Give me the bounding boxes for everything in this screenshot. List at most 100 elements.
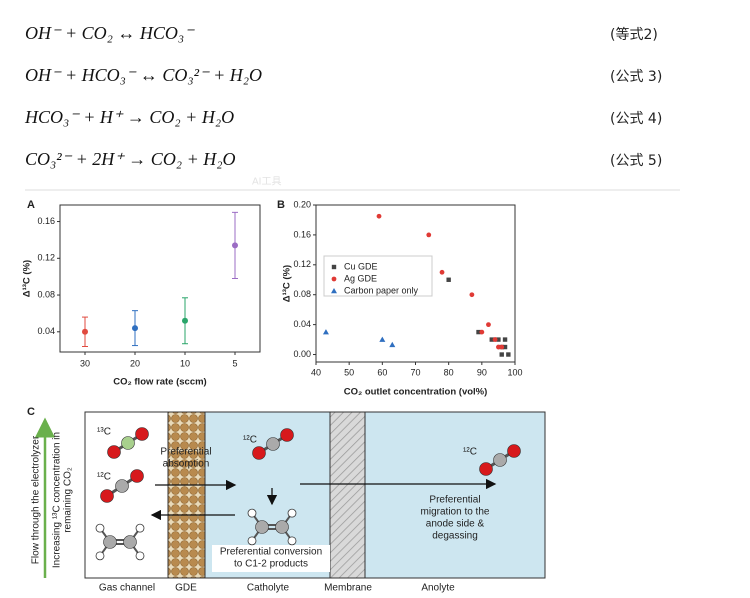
marker xyxy=(476,329,481,335)
carbon xyxy=(115,479,129,493)
equations: OH⁻ + CO₂ ↔ HCO₃⁻ (等式2) OH⁻ + HCO₃⁻ ↔ CO₃²… xyxy=(24,23,662,169)
equation: HCO₃⁻ + H⁺ → CO₂ + H₂O xyxy=(24,107,234,127)
process-label: Preferential xyxy=(429,495,480,506)
y-tick-label: 0.08 xyxy=(37,289,55,299)
region-label: Catholyte xyxy=(247,583,290,594)
equation-number: (公式 4) xyxy=(610,111,662,127)
hydrogen xyxy=(135,523,145,533)
legend-label: Ag GDE xyxy=(344,273,377,283)
marker xyxy=(496,344,501,350)
point xyxy=(132,325,138,332)
equation-number: (公式 5) xyxy=(610,153,662,169)
x-tick-label: 30 xyxy=(80,358,90,368)
region-label: Gas channel xyxy=(99,583,155,594)
isotope-label: ¹²C xyxy=(243,435,257,446)
membrane xyxy=(329,411,366,579)
y-tick-label: 0.16 xyxy=(37,216,55,226)
panel-label: A xyxy=(27,199,35,211)
c2-molecule xyxy=(247,508,297,546)
legend: Cu GDE Ag GDE Carbon paper only xyxy=(323,255,433,297)
region-label: GDE xyxy=(175,583,197,594)
oxygen xyxy=(280,428,294,442)
x-tick-label: 70 xyxy=(410,367,420,377)
point xyxy=(182,317,188,324)
gde xyxy=(167,411,206,579)
marker xyxy=(439,269,445,275)
x-tick-label: 90 xyxy=(477,367,487,377)
carbon xyxy=(255,520,269,534)
hydrogen xyxy=(247,536,257,546)
marker xyxy=(499,352,504,357)
marker xyxy=(426,232,432,238)
carbon xyxy=(103,535,117,549)
process-label: migration to the xyxy=(421,507,490,518)
x-axis-label: CO₂ flow rate (sccm) xyxy=(113,377,206,388)
oxygen xyxy=(252,446,266,460)
co2-molecule xyxy=(100,469,144,503)
hydrogen xyxy=(95,551,105,561)
marker xyxy=(502,337,508,342)
oxygen xyxy=(479,462,493,476)
diagram: C Flow through the electrolyzer Increasing… xyxy=(27,406,546,594)
point xyxy=(232,242,238,249)
legend-label: Cu GDE xyxy=(344,261,378,271)
x-tick-label: 60 xyxy=(377,367,387,377)
x-tick-label: 100 xyxy=(507,367,522,377)
y-tick-label: 0.12 xyxy=(293,259,311,269)
x-tick-label: 40 xyxy=(311,367,321,377)
y-tick-label: 0.12 xyxy=(37,253,55,263)
marker xyxy=(492,337,498,342)
equation-number: (公式 3) xyxy=(610,69,662,85)
hydrogen xyxy=(247,508,257,518)
y-axis-label: Δ¹³C (%) xyxy=(282,265,293,302)
oxygen xyxy=(130,469,144,483)
oxygen xyxy=(100,489,114,503)
c2-molecule xyxy=(95,523,145,561)
side-label: Flow through the electrolyzer xyxy=(31,435,42,564)
hydrogen xyxy=(135,551,145,561)
y-tick-label: 0.08 xyxy=(293,289,311,299)
toolbar-label: AI工具 xyxy=(252,176,281,188)
point xyxy=(82,328,88,335)
x-tick-label: 50 xyxy=(344,367,354,377)
equation-number: (等式2) xyxy=(610,26,658,43)
y-tick-label: 0.04 xyxy=(37,326,55,336)
marker xyxy=(506,352,511,357)
carbon xyxy=(121,436,135,450)
marker xyxy=(446,277,451,282)
isotope-label: ¹³C xyxy=(97,427,111,438)
carbon xyxy=(123,535,137,549)
x-axis-label: CO₂ outlet concentration (vol%) xyxy=(344,387,488,398)
marker xyxy=(469,292,475,298)
hydrogen xyxy=(287,508,297,518)
marker xyxy=(331,276,337,282)
oxygen xyxy=(107,445,121,459)
panel-label: C xyxy=(27,406,35,418)
side-sublabel: remaining CO₂ xyxy=(63,467,74,533)
marker xyxy=(496,337,501,342)
equation: OH⁻ + HCO₃⁻ ↔ CO₃²⁻ + H₂O xyxy=(25,65,262,85)
process-label: degassing xyxy=(432,531,478,542)
marker xyxy=(376,213,382,219)
process-label: Preferential conversion xyxy=(220,547,322,558)
hydrogen xyxy=(287,536,297,546)
marker xyxy=(322,329,329,335)
carbon xyxy=(493,453,507,467)
panel-label: B xyxy=(277,199,285,211)
region-label: Anolyte xyxy=(421,583,455,594)
side-sublabel: Increasing ¹³C concentration in xyxy=(52,432,63,568)
process-label: to C1-2 products xyxy=(234,559,308,570)
hydrogen xyxy=(95,523,105,533)
region-label: Membrane xyxy=(324,583,372,594)
marker xyxy=(502,344,508,350)
co2-molecule xyxy=(252,428,294,460)
y-tick-label: 0.20 xyxy=(293,199,311,209)
x-tick-label: 10 xyxy=(180,358,190,368)
x-tick-label: 20 xyxy=(130,358,140,368)
marker xyxy=(486,322,491,328)
x-tick-label: 80 xyxy=(444,367,454,377)
process-label: absorption xyxy=(163,459,210,470)
x-tick-label: 5 xyxy=(232,358,237,368)
equation: OH⁻ + CO₂ ↔ HCO₃⁻ xyxy=(25,23,195,43)
marker xyxy=(499,344,505,350)
